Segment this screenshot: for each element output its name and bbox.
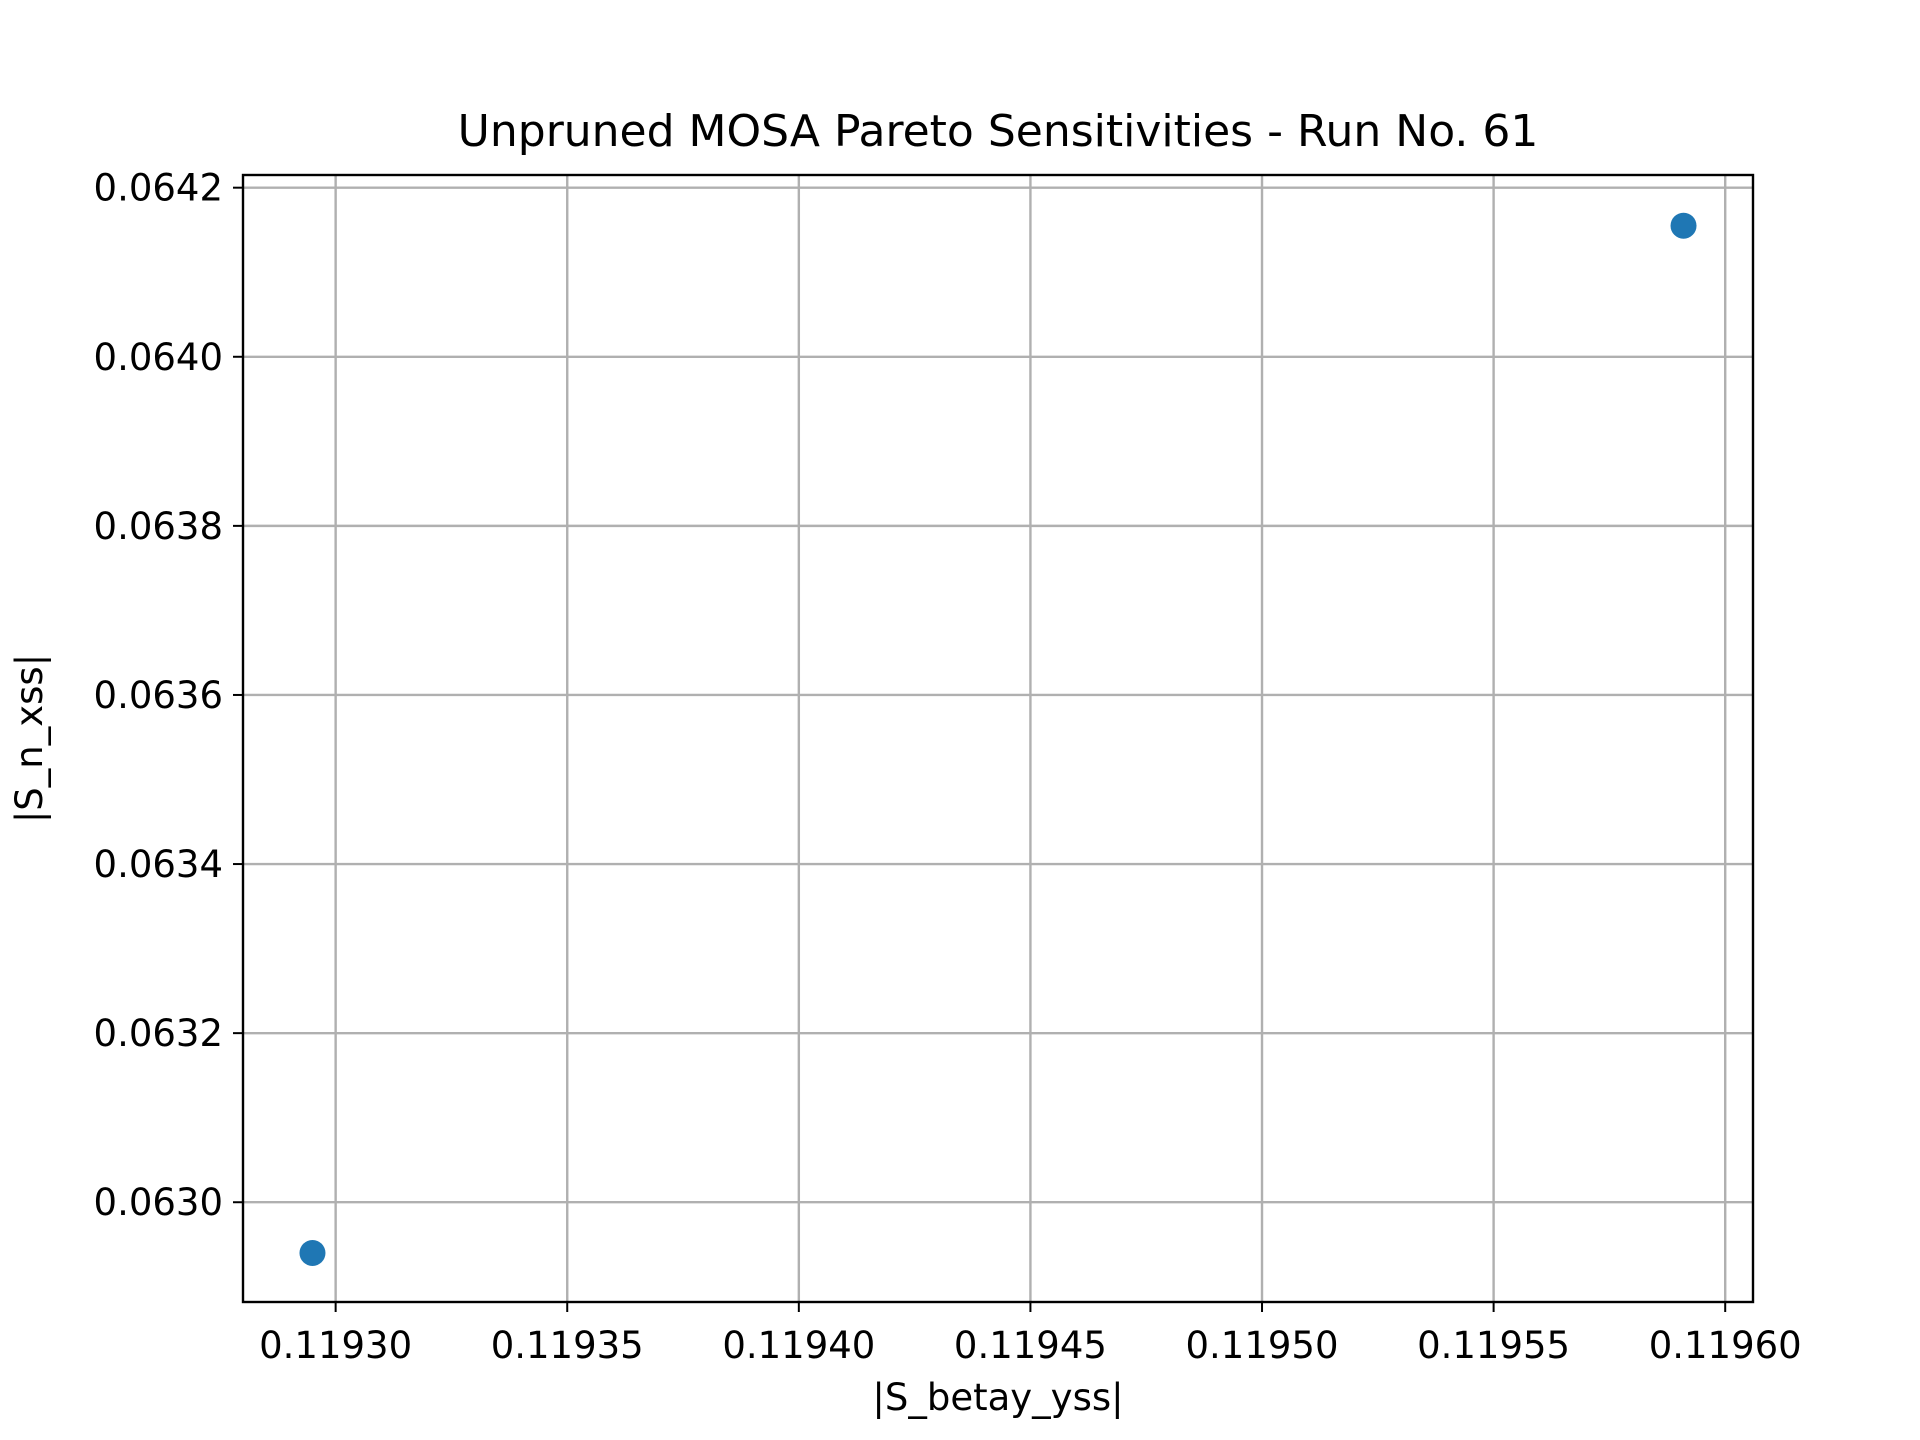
x-tick-label: 0.11955 (1417, 1324, 1570, 1367)
y-tick-label: 0.0638 (94, 505, 223, 548)
grid-layer (243, 175, 1753, 1302)
chart-title: Unpruned MOSA Pareto Sensitivities - Run… (458, 106, 1539, 157)
scatter-point (299, 1239, 326, 1266)
x-tick-label: 0.11940 (722, 1324, 875, 1367)
y-tick-label: 0.0642 (94, 167, 223, 210)
scatter-point (1670, 212, 1697, 239)
x-tick-label: 0.11960 (1649, 1324, 1802, 1367)
x-tick-label: 0.11945 (954, 1324, 1107, 1367)
x-axis-ticks: 0.11930 0.11935 0.11940 0.11945 0.11950 0.119… (259, 1302, 1802, 1367)
plot-frame (241, 173, 1755, 1304)
y-axis-title: |S_n_xss| (8, 654, 51, 823)
y-axis-ticks: 0.0630 0.0632 0.0634 0.0636 0.0638 0.0640 0.06… (94, 167, 243, 1224)
x-axis-title: |S_betay_yss| (872, 1376, 1123, 1419)
x-tick-label: 0.11950 (1186, 1324, 1339, 1367)
points-layer (299, 212, 1697, 1266)
x-tick-label: 0.11930 (259, 1324, 412, 1367)
y-tick-label: 0.0636 (94, 674, 223, 717)
y-tick-label: 0.0640 (94, 336, 223, 379)
y-tick-label: 0.0630 (94, 1181, 223, 1224)
x-tick-label: 0.11935 (491, 1324, 644, 1367)
y-tick-label: 0.0632 (94, 1012, 223, 1055)
y-tick-label: 0.0634 (94, 843, 223, 886)
